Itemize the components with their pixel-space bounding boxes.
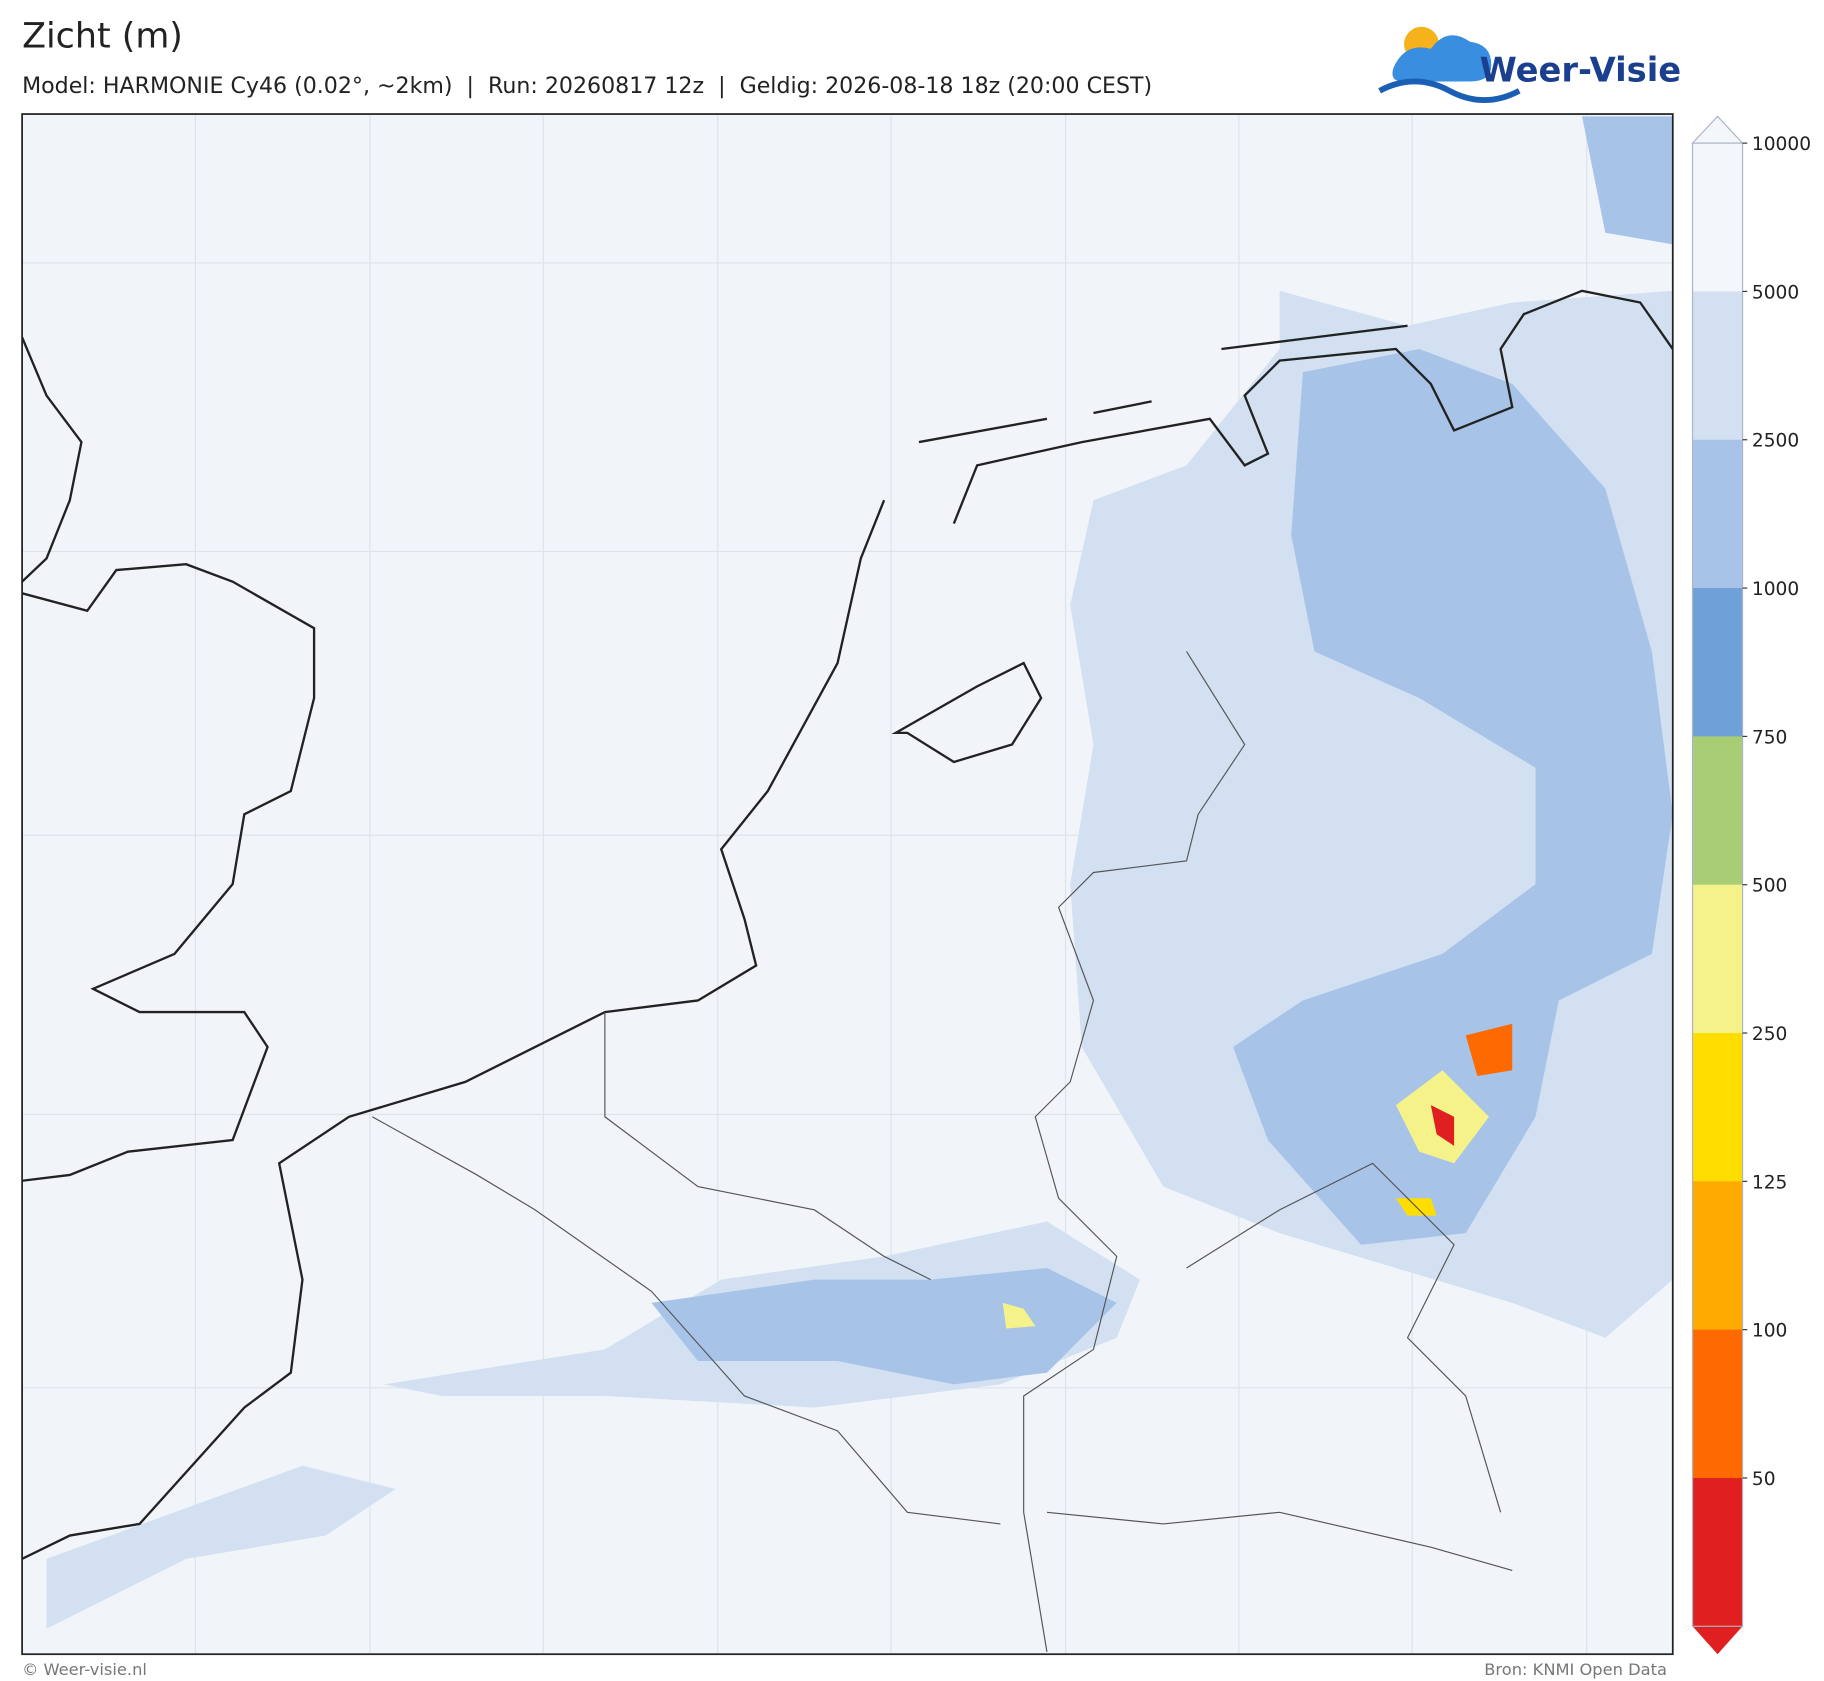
colorbar-label: 2500 <box>1752 431 1799 452</box>
colorbar-segment <box>1692 884 1743 1034</box>
colorbar: 10000 5000 2500 1000 750 500 250 125 100 50 <box>1691 115 1811 1655</box>
colorbar-segment <box>1692 736 1743 886</box>
colorbar-extend-under <box>1692 1626 1743 1655</box>
colorbar-segment <box>1692 588 1743 737</box>
colorbar-segment <box>1692 291 1743 441</box>
colorbar-label: 250 <box>1752 1024 1788 1045</box>
colorbar-label: 1000 <box>1752 579 1799 600</box>
colorbar-segment <box>1692 1033 1743 1182</box>
colorbar-label: 10000 <box>1752 134 1811 155</box>
colorbar-segment <box>1692 1477 1743 1627</box>
map <box>21 113 1674 1656</box>
logo-wave <box>1378 78 1521 103</box>
colorbar-label: 50 <box>1752 1469 1776 1490</box>
map-content <box>22 114 1673 1655</box>
footer-source: Bron: KNMI Open Data <box>1484 1660 1667 1679</box>
colorbar-segment <box>1692 143 1743 293</box>
colorbar-label: 5000 <box>1752 282 1799 303</box>
subtitle: Model: HARMONIE Cy46 (0.02°, ~2km) | Run… <box>22 73 1152 99</box>
colorbar-label: 125 <box>1752 1172 1788 1193</box>
colorbar-label: 100 <box>1752 1321 1788 1342</box>
colorbar-label: 750 <box>1752 727 1788 748</box>
colorbar-segment <box>1692 1329 1743 1479</box>
logo: Weer-Visie <box>1378 26 1681 103</box>
title: Zicht (m) <box>22 17 183 57</box>
logo-cloud <box>1392 35 1492 82</box>
coastlines <box>22 289 1673 1560</box>
visibility-field <box>46 116 1673 1629</box>
map-frame <box>21 113 1674 1656</box>
logo-text: Weer-Visie <box>1480 50 1681 89</box>
colorbar-extend-over <box>1691 115 1744 144</box>
colorbar-segment <box>1692 439 1743 589</box>
colorbar-label: 500 <box>1752 876 1788 897</box>
borders <box>371 651 1513 1652</box>
footer-credit: © Weer-visie.nl <box>22 1660 147 1679</box>
colorbar-segment <box>1692 1181 1743 1331</box>
